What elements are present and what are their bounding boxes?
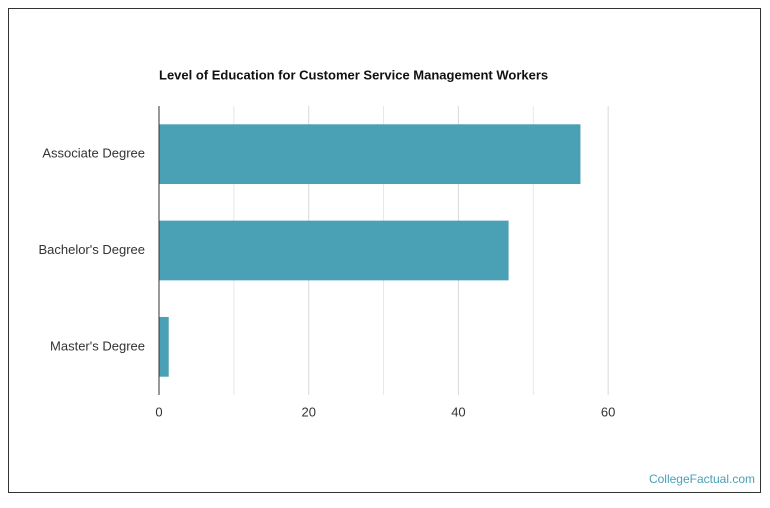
y-tick-label: Associate Degree [42,146,145,161]
x-tick-label: 20 [301,404,315,419]
bar [159,124,581,185]
x-tick-label: 0 [155,404,162,419]
chart-title: Level of Education for Customer Service … [159,67,548,82]
bar [159,220,509,281]
x-tick-label: 40 [451,404,465,419]
x-tick-label: 60 [601,404,615,419]
y-tick-label: Bachelor's Degree [38,242,145,257]
y-tick-label: Master's Degree [50,338,145,353]
bar [159,316,169,377]
source: CollegeFactual.com [649,472,755,486]
